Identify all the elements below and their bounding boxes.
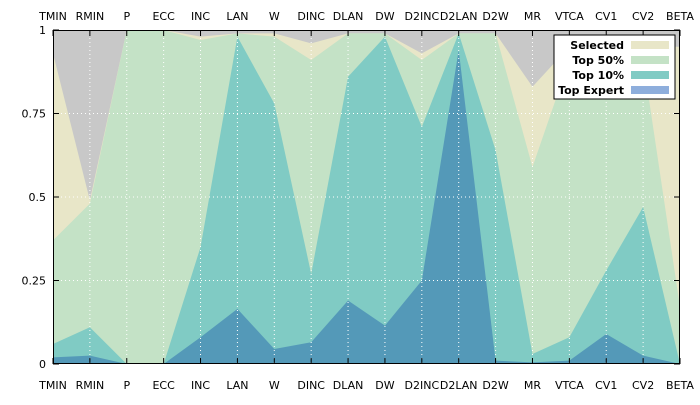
y-tick-label: 0.25 xyxy=(22,275,47,288)
x-tick-label-bottom: DW xyxy=(375,379,394,392)
x-tick-label-bottom: P xyxy=(123,379,130,392)
x-tick-label-top: DW xyxy=(375,10,394,23)
x-tick-label-top: D2LAN xyxy=(440,10,478,23)
x-tick-label-bottom: VTCA xyxy=(555,379,584,392)
x-tick-labels-bottom: TMIN RMIN P ECC INC LAN W DINC DLAN DW D2INC D2LAN D… xyxy=(38,379,694,392)
x-tick-label-bottom: DLAN xyxy=(333,379,364,392)
legend-swatch xyxy=(631,86,669,94)
x-tick-label-top: DLAN xyxy=(333,10,364,23)
legend-label: Top 10% xyxy=(572,69,624,82)
x-tick-label-bottom: MR xyxy=(524,379,541,392)
x-tick-label-bottom: RMIN xyxy=(76,379,105,392)
y-tick-labels: 0 0.25 0.5 0.75 1 xyxy=(22,24,47,371)
x-tick-labels-top: TMIN RMIN P ECC INC LAN W DINC DLAN DW D2INC D2LAN D… xyxy=(38,10,694,23)
legend: Selected Top 50% Top 10% Top Expert xyxy=(553,34,676,100)
x-tick-label-top: RMIN xyxy=(76,10,105,23)
x-tick-label-top: ECC xyxy=(152,10,175,23)
x-tick-label-bottom: CV2 xyxy=(632,379,654,392)
x-tick-label-bottom: LAN xyxy=(226,379,248,392)
y-tick-label: 1 xyxy=(39,24,46,37)
x-tick-label-bottom: TMIN xyxy=(38,379,67,392)
x-tick-label-top: TMIN xyxy=(38,10,67,23)
y-tick-label: 0.75 xyxy=(22,108,47,121)
x-tick-label-top: LAN xyxy=(226,10,248,23)
x-tick-label-top: CV1 xyxy=(595,10,617,23)
x-tick-label-bottom: D2LAN xyxy=(440,379,478,392)
x-tick-label-top: VTCA xyxy=(555,10,584,23)
x-tick-label-top: BETA xyxy=(666,10,694,23)
x-tick-label-bottom: INC xyxy=(191,379,210,392)
x-tick-label-bottom: ECC xyxy=(152,379,175,392)
legend-swatch xyxy=(631,41,669,49)
x-tick-label-top: CV2 xyxy=(632,10,654,23)
x-tick-label-bottom: W xyxy=(269,379,280,392)
x-tick-label-top: MR xyxy=(524,10,541,23)
x-tick-label-top: INC xyxy=(191,10,210,23)
x-tick-label-bottom: BETA xyxy=(666,379,694,392)
x-tick-label-top: P xyxy=(123,10,130,23)
x-tick-label-top: W xyxy=(269,10,280,23)
grid-lines xyxy=(53,30,680,364)
x-tick-label-top: D2INC xyxy=(405,10,440,23)
x-tick-label-top: DINC xyxy=(297,10,325,23)
legend-swatch xyxy=(631,56,669,64)
x-tick-label-bottom: D2INC xyxy=(405,379,440,392)
y-tick-label: 0 xyxy=(39,358,46,371)
x-tick-label-bottom: CV1 xyxy=(595,379,617,392)
y-tick-label: 0.5 xyxy=(29,191,47,204)
area-top-10- xyxy=(53,33,680,365)
x-tick-label-bottom: D2W xyxy=(482,379,508,392)
legend-label: Selected xyxy=(570,39,624,52)
legend-label: Top Expert xyxy=(558,84,624,97)
x-tick-label-top: D2W xyxy=(482,10,508,23)
x-tick-label-bottom: DINC xyxy=(297,379,325,392)
legend-swatch xyxy=(631,71,669,79)
legend-label: Top 50% xyxy=(572,54,624,67)
